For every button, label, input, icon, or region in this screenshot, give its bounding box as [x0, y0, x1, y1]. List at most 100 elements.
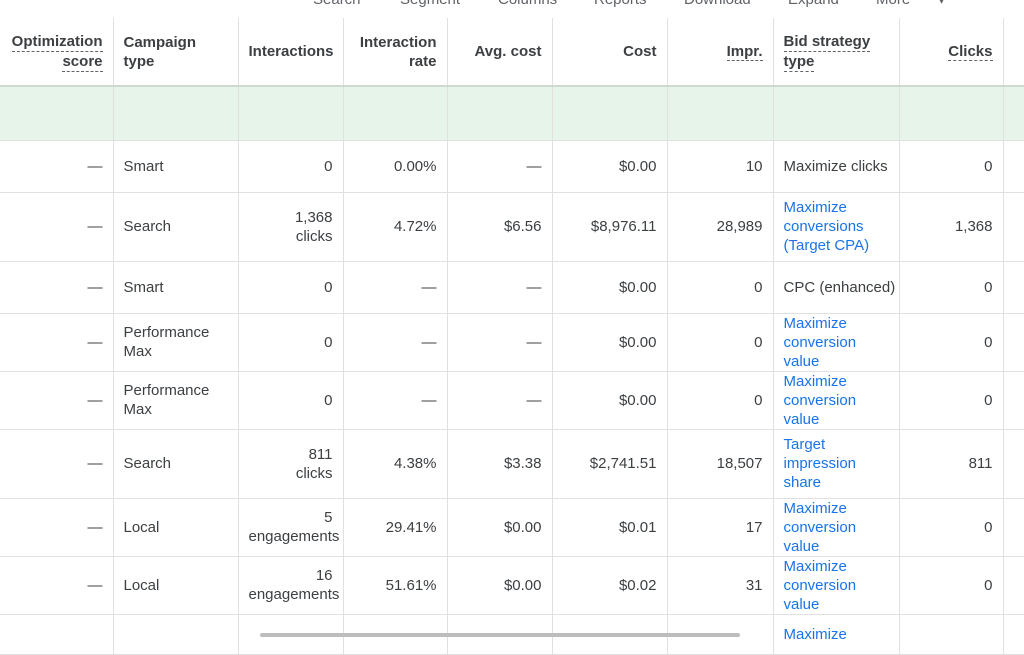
cell-clicks: 0 [899, 556, 1004, 615]
column-header-interactions[interactable]: Interactions [238, 18, 344, 87]
cell-opt: — [0, 498, 114, 557]
cell-rate: 29.41% [343, 498, 448, 557]
column-header-avg-cost[interactable]: Avg. cost [447, 18, 553, 87]
cell-avg-cost: $0.00 [447, 556, 553, 615]
column-header-campaign-type[interactable]: Campaign type [113, 18, 239, 87]
table-row[interactable]: — Search 1,368 clicks 4.72% $6.56 $8,976.11 28,… [0, 192, 1024, 262]
cell-bid[interactable]: Maximize conversion value [773, 498, 900, 557]
cell-overflow [1003, 556, 1024, 615]
cell-opt: — [0, 556, 114, 615]
toolbar-search-button[interactable]: Search [313, 0, 361, 8]
cell-type: Smart [113, 140, 239, 193]
cell-opt: — [0, 140, 114, 193]
column-header-optimization-score[interactable]: Optimization score [0, 18, 114, 87]
table-row[interactable]: — Performance Max 0— — $0.00 0 Maximize conversi… [0, 371, 1024, 430]
cell-bid[interactable]: Target impression share [773, 429, 900, 499]
cell-impr: 28,989 [667, 192, 774, 262]
cell-rate: — [343, 371, 448, 430]
column-header-cost[interactable]: Cost [552, 18, 668, 87]
cell-opt: — [0, 192, 114, 262]
cell-rate: 0.00% [343, 140, 448, 193]
cell-avg-cost: — [447, 140, 553, 193]
table-row[interactable]: — Smart 0— — $0.00 0 CPC (enhanced) 0 [0, 261, 1024, 314]
cell-avg-cost: $0.00 [447, 498, 553, 557]
table-row[interactable]: — Smart 0 0.00% — $0.00 10 Maximize clicks 0 [0, 140, 1024, 193]
cell-interactions: 1,368 clicks [238, 192, 344, 262]
cell-impr: 0 [667, 371, 774, 430]
cell-overflow [1003, 371, 1024, 430]
cell-clicks: 0 [899, 140, 1004, 193]
column-header-impressions[interactable]: Impr. [667, 18, 774, 87]
toolbar-columns-button[interactable]: Columns [498, 0, 557, 8]
cell-bid[interactable]: Maximize conversions (Target CPA) [773, 192, 900, 262]
cell-opt: — [0, 313, 114, 372]
cell-bid[interactable]: Maximize conversion value [773, 556, 900, 615]
column-header-bid-strategy-type[interactable]: Bid strategy type [773, 18, 900, 87]
cell-bid[interactable]: Maximize [773, 614, 900, 655]
horizontal-scrollbar[interactable] [260, 633, 740, 637]
cell-opt [0, 614, 114, 655]
cell-cost: $0.00 [552, 371, 668, 430]
cell-interactions: 0 [238, 140, 344, 193]
cell-impr: 17 [667, 498, 774, 557]
cell-rate: — [343, 313, 448, 372]
cell-interactions: 0 [238, 371, 344, 430]
table-row[interactable]: — Performance Max 0— — $0.00 0 Maximize conversi… [0, 313, 1024, 372]
cell-clicks: 0 [899, 498, 1004, 557]
toolbar-segment-button[interactable]: Segment [400, 0, 460, 8]
toolbar-more-button[interactable]: More [876, 0, 910, 8]
column-header-clicks[interactable]: Clicks [899, 18, 1004, 87]
toolbar-reports-button[interactable]: Reports [594, 0, 647, 8]
cell-clicks: 811 [899, 429, 1004, 499]
cell-avg-cost: $6.56 [447, 192, 553, 262]
cell-type: Local [113, 498, 239, 557]
chevron-down-icon: ▾ [938, 0, 945, 8]
cell-cost: $0.00 [552, 261, 668, 314]
column-header-interaction-rate[interactable]: Interaction rate [343, 18, 448, 87]
cell-overflow [1003, 498, 1024, 557]
cell-clicks: 0 [899, 371, 1004, 430]
cell-interactions: 811 clicks [238, 429, 344, 499]
campaigns-table: Optimization score Campaign type Interac… [0, 18, 1024, 655]
table-row[interactable]: — Local 5 engagements 29.41% $0.00 $0.01 17 Maxi… [0, 498, 1024, 557]
cell-opt: — [0, 429, 114, 499]
cell-overflow [1003, 192, 1024, 262]
cell-cost: $0.01 [552, 498, 668, 557]
cell-opt: — [0, 371, 114, 430]
toolbar-expand-button[interactable]: Expand [788, 0, 839, 8]
column-header-overflow [1003, 18, 1024, 87]
cell-bid: CPC (enhanced) [773, 261, 900, 314]
cell-impr: 31 [667, 556, 774, 615]
cell-interactions: 0 [238, 313, 344, 372]
cell-overflow [1003, 313, 1024, 372]
table-row[interactable]: — Local 16 engagements 51.61% $0.00 $0.02 31 Max… [0, 556, 1024, 615]
cell-bid[interactable]: Maximize conversion value [773, 313, 900, 372]
cell-cost: $0.00 [552, 313, 668, 372]
cell-bid[interactable]: Maximize conversion value [773, 371, 900, 430]
total-row [0, 85, 1024, 141]
cell-type [113, 614, 239, 655]
cell-rate: 4.38% [343, 429, 448, 499]
cell-clicks: 0 [899, 261, 1004, 314]
cell-opt: — [0, 261, 114, 314]
cell-type: Search [113, 192, 239, 262]
cell-cost: $0.02 [552, 556, 668, 615]
toolbar-download-button[interactable]: Download [684, 0, 751, 8]
cell-interactions: 16 engagements [238, 556, 344, 615]
cell-overflow [1003, 261, 1024, 314]
table-header-row: Optimization score Campaign type Interac… [0, 18, 1024, 87]
cell-avg-cost: — [447, 313, 553, 372]
cell-avg-cost: $3.38 [447, 429, 553, 499]
cell-clicks [899, 614, 1004, 655]
cell-type: Search [113, 429, 239, 499]
cell-bid: Maximize clicks [773, 140, 900, 193]
cell-impr: 18,507 [667, 429, 774, 499]
cell-type: Performance Max [113, 313, 239, 372]
table-row[interactable]: — Search 811 clicks 4.38% $3.38 $2,741.51 18,50… [0, 429, 1024, 499]
cell-cost: $2,741.51 [552, 429, 668, 499]
cell-impr: 10 [667, 140, 774, 193]
cell-impr: 0 [667, 261, 774, 314]
cell-impr: 0 [667, 313, 774, 372]
cell-type: Smart [113, 261, 239, 314]
cell-interactions: 0 [238, 261, 344, 314]
